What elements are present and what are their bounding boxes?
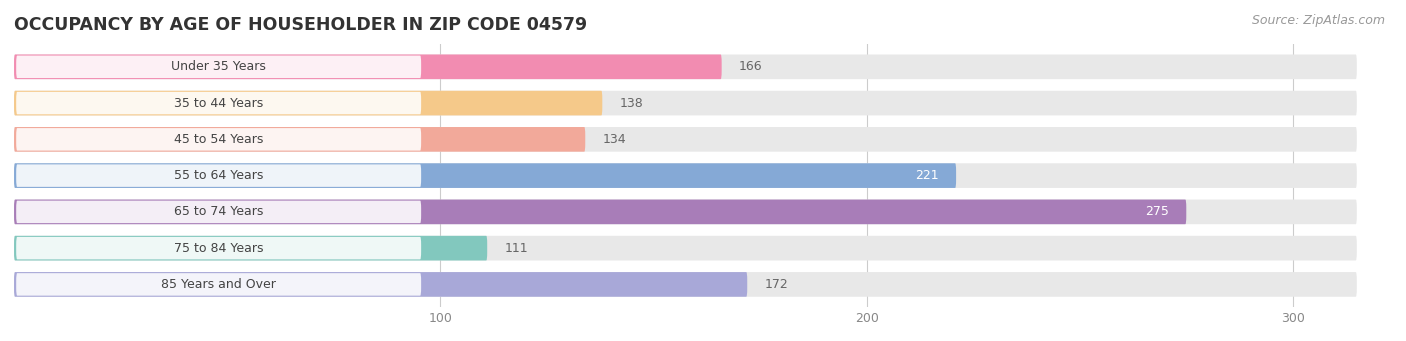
FancyBboxPatch shape bbox=[14, 91, 1357, 115]
FancyBboxPatch shape bbox=[14, 127, 585, 152]
FancyBboxPatch shape bbox=[14, 55, 1357, 79]
Text: 111: 111 bbox=[505, 242, 527, 255]
FancyBboxPatch shape bbox=[14, 91, 602, 115]
Text: Under 35 Years: Under 35 Years bbox=[172, 60, 266, 73]
Text: 75 to 84 Years: 75 to 84 Years bbox=[174, 242, 263, 255]
FancyBboxPatch shape bbox=[14, 163, 956, 188]
FancyBboxPatch shape bbox=[17, 128, 422, 151]
FancyBboxPatch shape bbox=[14, 55, 721, 79]
FancyBboxPatch shape bbox=[14, 272, 1357, 297]
Text: 172: 172 bbox=[765, 278, 787, 291]
FancyBboxPatch shape bbox=[17, 92, 422, 114]
FancyBboxPatch shape bbox=[17, 273, 422, 296]
FancyBboxPatch shape bbox=[17, 237, 422, 260]
Text: 275: 275 bbox=[1146, 205, 1170, 218]
FancyBboxPatch shape bbox=[17, 56, 422, 78]
Text: 35 to 44 Years: 35 to 44 Years bbox=[174, 97, 263, 109]
FancyBboxPatch shape bbox=[14, 199, 1187, 224]
Text: 166: 166 bbox=[738, 60, 762, 73]
FancyBboxPatch shape bbox=[14, 199, 1357, 224]
Text: 45 to 54 Years: 45 to 54 Years bbox=[174, 133, 263, 146]
Text: 134: 134 bbox=[602, 133, 626, 146]
FancyBboxPatch shape bbox=[14, 163, 1357, 188]
FancyBboxPatch shape bbox=[14, 272, 747, 297]
Text: 138: 138 bbox=[620, 97, 643, 109]
Text: OCCUPANCY BY AGE OF HOUSEHOLDER IN ZIP CODE 04579: OCCUPANCY BY AGE OF HOUSEHOLDER IN ZIP C… bbox=[14, 16, 588, 34]
Text: 65 to 74 Years: 65 to 74 Years bbox=[174, 205, 263, 218]
FancyBboxPatch shape bbox=[17, 201, 422, 223]
Text: Source: ZipAtlas.com: Source: ZipAtlas.com bbox=[1251, 14, 1385, 27]
Text: 85 Years and Over: 85 Years and Over bbox=[162, 278, 276, 291]
FancyBboxPatch shape bbox=[14, 127, 1357, 152]
FancyBboxPatch shape bbox=[14, 236, 488, 261]
Text: 55 to 64 Years: 55 to 64 Years bbox=[174, 169, 263, 182]
FancyBboxPatch shape bbox=[17, 164, 422, 187]
Text: 221: 221 bbox=[915, 169, 939, 182]
FancyBboxPatch shape bbox=[14, 236, 1357, 261]
